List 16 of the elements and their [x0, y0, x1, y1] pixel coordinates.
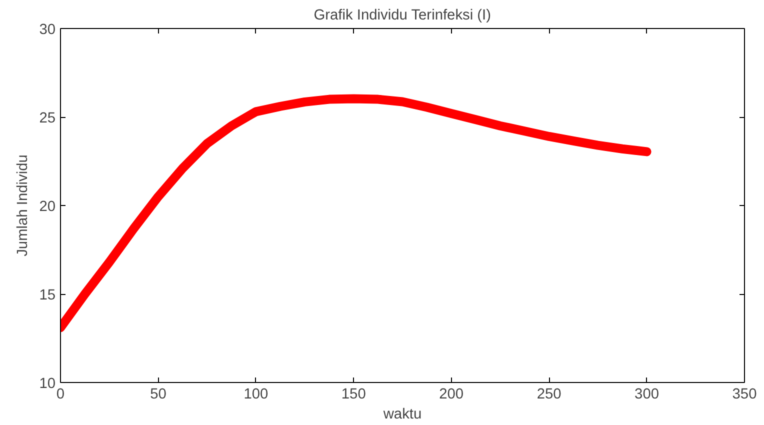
x-tick-label: 0: [56, 386, 65, 402]
x-tick-label: 350: [732, 386, 757, 402]
x-tick-label: 300: [634, 386, 660, 402]
x-tick-label: 100: [244, 386, 268, 402]
y-tick-label: 10: [39, 376, 56, 392]
x-tick-label: 250: [536, 386, 562, 402]
x-tick-label: 200: [439, 386, 464, 402]
y-tick-label: 25: [39, 110, 56, 126]
x-tick-label: 150: [341, 386, 366, 402]
x-tick-label: 50: [150, 386, 166, 402]
y-tick-label: 15: [39, 288, 56, 304]
y-tick-label: 20: [39, 199, 56, 215]
chart-title: Grafik Individu Terinfeksi (I): [314, 8, 492, 24]
y-axis-title: Jumlah Individu: [15, 154, 32, 256]
x-axis-title: waktu: [382, 406, 422, 422]
y-tick-label: 30: [39, 22, 56, 38]
